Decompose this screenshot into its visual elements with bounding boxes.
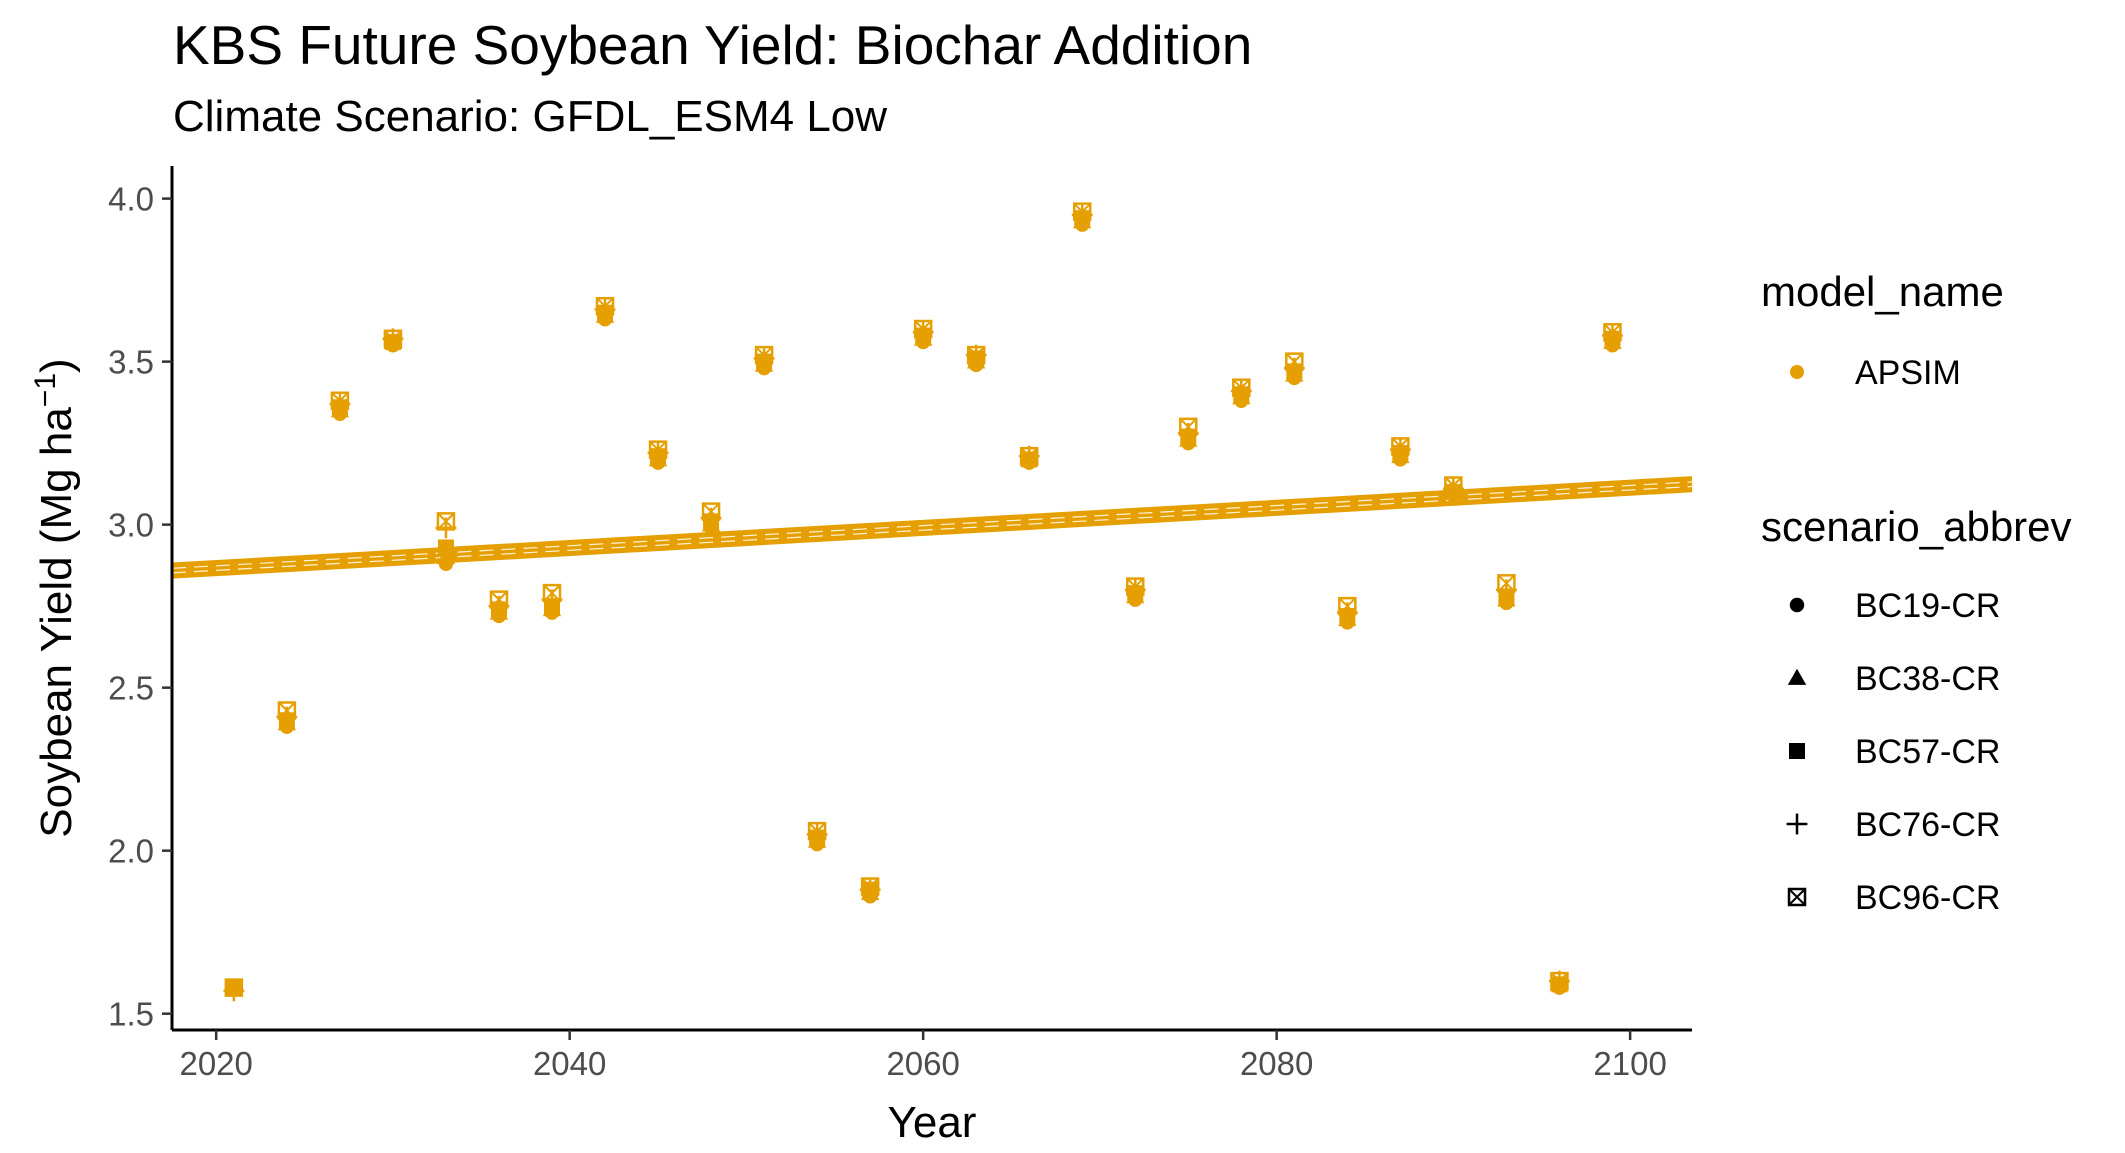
legend-label-bc57: BC57-CR	[1855, 733, 2000, 771]
x-tick-label: 2100	[1593, 1045, 1666, 1082]
data-point-bc96-cr-2024	[277, 701, 297, 720]
data-point-bc96-cr-2042	[595, 296, 615, 316]
data-point-bc96-cr-2066	[1019, 446, 1039, 466]
data-point-bc96-cr-2069	[1072, 202, 1092, 221]
y-axis-title-main: Soybean Yield (Mg ha	[32, 407, 81, 838]
data-point-bc96-cr-2039	[542, 583, 562, 603]
legend-label-bc96: BC96-CR	[1855, 879, 2000, 917]
data-point-bc96-cr-2060	[913, 319, 933, 339]
data-point-bc96-cr-2051	[754, 345, 774, 365]
x-axis-ticks: 2020 2040 2060 2080 2100	[179, 1030, 1667, 1082]
y-axis-title: Soybean Yield (Mg ha−1)	[29, 358, 81, 837]
y-axis-ticks: 1.5 2.0 2.5 3.0 3.5 4.0	[108, 181, 172, 1033]
data-point-bc96-cr-2045	[648, 440, 668, 459]
y-tick-label: 3.5	[108, 344, 154, 381]
y-tick-label: 2.0	[108, 833, 154, 870]
data-point-bc57-cr-2033	[437, 539, 454, 556]
x-tick-label: 2080	[1240, 1045, 1313, 1082]
data-point-bc96-cr-2030	[383, 329, 403, 349]
data-point-bc96-cr-2075	[1179, 417, 1198, 437]
trend-line-bc96-cr	[171, 476, 1693, 570]
y-tick-label: 2.5	[108, 670, 154, 707]
legend-label-bc38: BC38-CR	[1855, 660, 2000, 698]
data-point-bc96-cr-2096	[1550, 971, 1569, 991]
data-point-bc38-cr-2033	[436, 548, 456, 565]
data-point-bc96-cr-2072	[1126, 577, 1145, 596]
legend-label-apsim: APSIM	[1855, 354, 1961, 392]
trend-line-dash-bc38-cr	[171, 485, 1693, 574]
x-tick-label: 2040	[533, 1045, 606, 1082]
trend-line-dash-bc76-cr	[171, 481, 1693, 569]
data-point-bc96-cr-2036	[489, 590, 509, 609]
legend: model_name APSIM scenario_abbrev BC19-CR…	[1761, 268, 2072, 917]
legend-scenario-keys	[1786, 597, 1808, 907]
legend-key-bc57-cr	[1789, 743, 1805, 759]
data-point-bc96-cr-2054	[807, 821, 827, 841]
data-point-bc96-cr-2078	[1232, 378, 1251, 397]
data-point-bc96-cr-2081	[1285, 352, 1304, 371]
x-tick-label: 2020	[179, 1045, 252, 1082]
chart-title: KBS Future Soybean Yield: Biochar Additi…	[173, 14, 1252, 76]
plot-area	[171, 202, 1693, 1002]
legend-title-model: model_name	[1761, 268, 2004, 315]
legend-key-bc19-cr	[1789, 597, 1805, 613]
data-point-bc96-cr-2093	[1497, 574, 1516, 593]
legend-key-apsim	[1790, 365, 1804, 379]
y-axis-title-close: )	[32, 358, 81, 373]
legend-label-bc76: BC76-CR	[1855, 806, 2000, 844]
x-axis-title: Year	[888, 1098, 977, 1147]
data-point-bc96-cr-2090	[1444, 476, 1463, 495]
data-point-bc96-cr-2021	[224, 978, 244, 997]
y-tick-label: 4.0	[108, 181, 154, 218]
data-point-bc96-cr-2099	[1603, 323, 1622, 342]
legend-title-scenario: scenario_abbrev	[1761, 503, 2072, 550]
data-point-bc96-cr-2048	[701, 502, 721, 521]
data-point-bc96-cr-2027	[330, 391, 350, 410]
y-tick-label: 3.0	[108, 507, 154, 544]
data-point-bc96-cr-2063	[966, 345, 986, 365]
legend-key-bc76-cr	[1786, 813, 1808, 835]
data-point-bc96-cr-2087	[1391, 437, 1410, 456]
legend-key-bc38-cr	[1787, 668, 1807, 685]
x-tick-label: 2060	[886, 1045, 959, 1082]
legend-key-bc96-cr	[1787, 887, 1807, 907]
y-tick-label: 1.5	[108, 996, 154, 1033]
chart-subtitle: Climate Scenario: GFDL_ESM4 Low	[173, 92, 887, 141]
data-point-bc96-cr-2084	[1338, 596, 1357, 616]
legend-label-bc19: BC19-CR	[1855, 587, 2000, 625]
data-point-bc96-cr-2033	[436, 512, 456, 531]
y-axis-title-superscript: −1	[29, 373, 62, 407]
data-point-bc96-cr-2057	[860, 877, 880, 896]
